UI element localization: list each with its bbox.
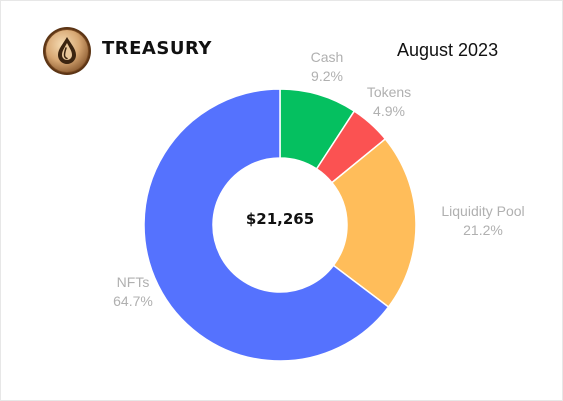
slice-value-cash: 9.2% — [311, 68, 343, 84]
slice-nfts — [143, 88, 390, 362]
slice-value-tokens: 4.9% — [373, 103, 405, 119]
slice-liquidity-pool — [330, 137, 417, 309]
brand-title: TREASURY — [102, 38, 212, 59]
chart-slices — [143, 88, 417, 362]
oil-drop-coin-icon — [43, 27, 91, 75]
total-value: $21,265 — [246, 210, 314, 228]
slice-name-cash: Cash — [311, 49, 344, 65]
slice-value-liquidity-pool: 21.2% — [463, 222, 503, 238]
slice-name-liquidity-pool: Liquidity Pool — [441, 203, 524, 219]
slice-value-nfts: 64.7% — [113, 293, 153, 309]
slice-name-nfts: NFTs — [117, 274, 150, 290]
period-label: August 2023 — [397, 40, 499, 60]
slice-name-tokens: Tokens — [367, 84, 411, 100]
chart-labels: Cash 9.2% Tokens 4.9% Liquidity Pool 21.2% NFT… — [113, 49, 524, 309]
